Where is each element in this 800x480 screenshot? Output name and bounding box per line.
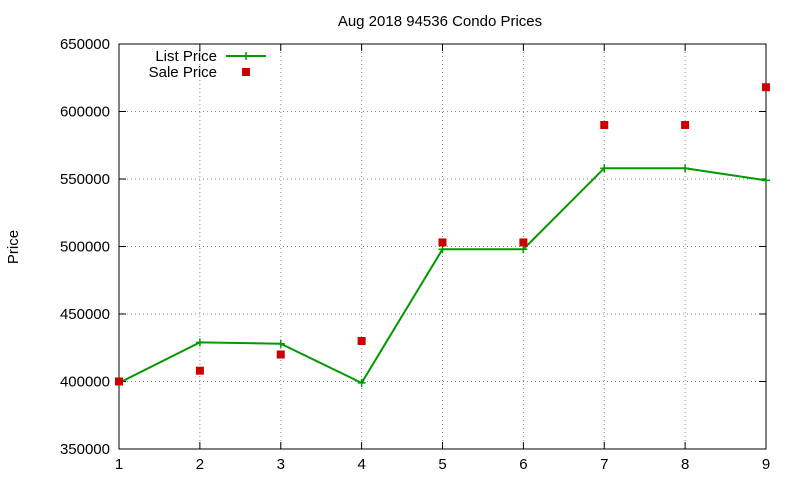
data-point (276, 339, 285, 348)
y-tick-label: 550000 (60, 171, 110, 188)
legend-label: List Price (155, 48, 217, 65)
y-tick-label: 400000 (60, 374, 110, 391)
x-tick-label: 5 (438, 456, 446, 473)
x-tick-label: 9 (762, 456, 770, 473)
y-tick-label: 450000 (60, 306, 110, 323)
data-point (357, 378, 366, 387)
data-point (195, 338, 204, 347)
data-point (600, 121, 609, 129)
series-sale-price (115, 83, 770, 386)
x-tick-label: 7 (600, 456, 608, 473)
data-point (681, 164, 690, 173)
data-point (600, 164, 609, 173)
x-tick-label: 1 (115, 456, 123, 473)
data-point (276, 350, 285, 359)
x-tick-label: 3 (277, 456, 285, 473)
legend-marker (242, 52, 250, 60)
data-point (681, 121, 690, 129)
data-point (438, 245, 447, 254)
x-tick-label: 2 (196, 456, 204, 473)
data-point (357, 337, 366, 345)
y-axis-label: Price (5, 230, 22, 264)
legend-marker (242, 68, 250, 76)
x-tick-label: 8 (681, 456, 689, 473)
x-tick-label: 4 (357, 456, 365, 473)
data-point (115, 377, 123, 386)
data-point (762, 83, 770, 92)
chart-title: Aug 2018 94536 Condo Prices (338, 13, 542, 30)
y-tick-label: 650000 (60, 36, 110, 53)
data-point (762, 176, 770, 185)
y-tick-label: 500000 (60, 239, 110, 256)
legend-label: Sale Price (149, 64, 217, 81)
data-point (519, 238, 528, 247)
y-tick-label: 350000 (60, 441, 110, 458)
x-tick-label: 6 (519, 456, 527, 473)
data-point (195, 366, 204, 375)
data-point (438, 238, 447, 247)
series-layer (115, 83, 770, 387)
axis-ticks: 350000 400000 450000 500000 550000 600000 6500… (60, 36, 770, 473)
data-point (519, 245, 528, 254)
y-tick-label: 600000 (60, 104, 110, 121)
